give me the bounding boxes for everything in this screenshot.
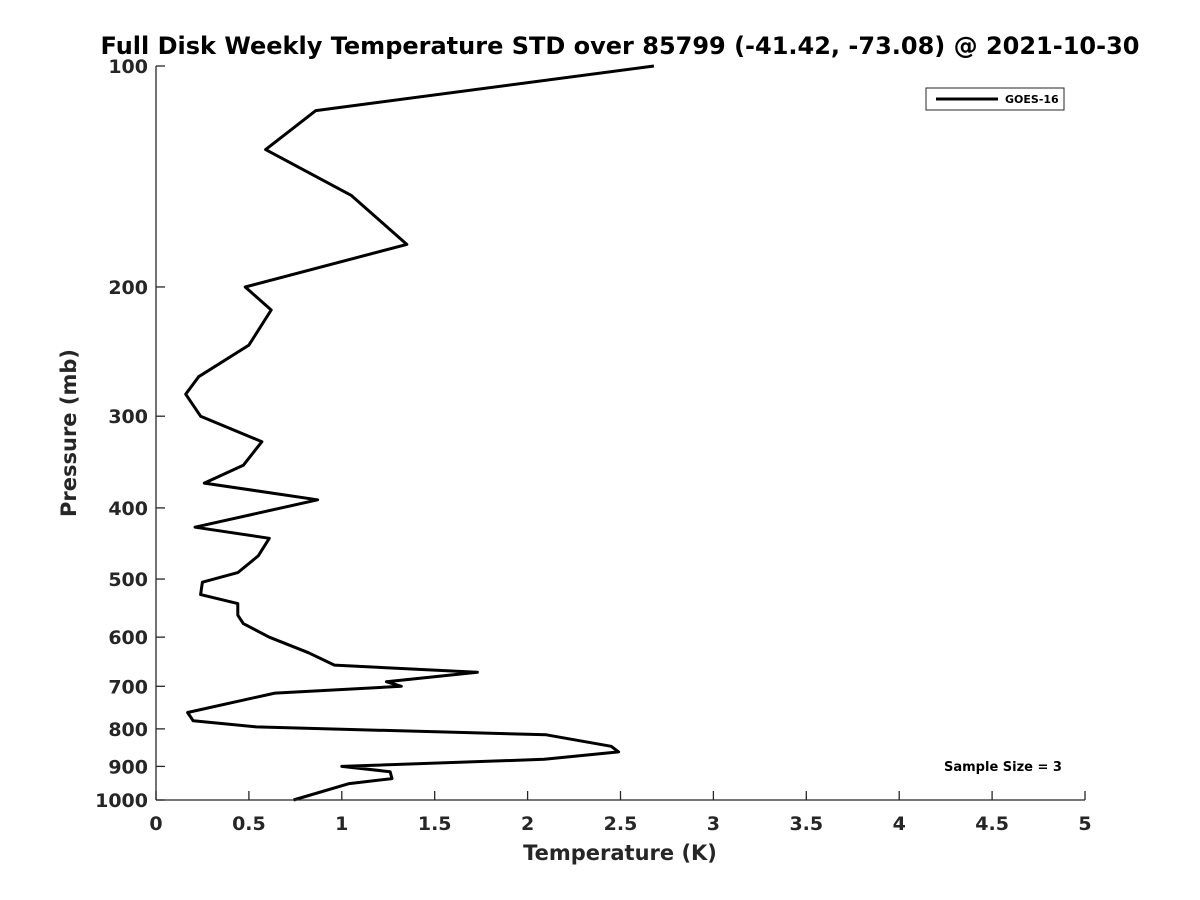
plot-area (156, 66, 1085, 800)
x-axis-label: Temperature (K) (523, 841, 717, 865)
x-tick-label: 4 (893, 813, 906, 835)
series-layer (184, 64, 655, 802)
y-tick-label: 300 (108, 406, 148, 428)
y-tick-label: 500 (108, 569, 148, 591)
y-axis-label: Pressure (mb) (57, 349, 81, 517)
x-tick-label: 4.5 (975, 813, 1009, 835)
y-tick-label: 700 (108, 676, 148, 698)
y-tick-label: 600 (108, 627, 148, 649)
x-tick-label: 1.5 (418, 813, 452, 835)
y-ticks: 100 200 300 400 500 600 700 800 900 1000 (95, 56, 165, 812)
x-tick-label: 2.5 (604, 813, 638, 835)
x-tick-label: 2 (521, 813, 534, 835)
x-tick-label: 0.5 (232, 813, 266, 835)
y-tick-label: 400 (108, 498, 148, 520)
x-ticks: 0 0.5 1 1.5 2 2.5 3 3.5 4 4.5 5 (149, 791, 1092, 835)
series-line-goes-16 (184, 64, 655, 802)
y-tick-label: 900 (108, 756, 148, 778)
y-tick-label: 200 (108, 277, 148, 299)
sample-size-annotation: Sample Size = 3 (944, 760, 1062, 775)
y-tick-label: 100 (108, 56, 148, 78)
x-tick-label: 1 (335, 813, 348, 835)
x-tick-label: 5 (1078, 813, 1091, 835)
chart-title: Full Disk Weekly Temperature STD over 85… (101, 32, 1140, 60)
legend: GOES-16 (925, 87, 1065, 111)
x-tick-label: 3.5 (789, 813, 823, 835)
x-tick-label: 0 (149, 813, 162, 835)
legend-label-goes-16: GOES-16 (1005, 93, 1059, 106)
y-tick-label: 1000 (95, 790, 148, 812)
x-tick-label: 3 (707, 813, 720, 835)
y-tick-label: 800 (108, 719, 148, 741)
